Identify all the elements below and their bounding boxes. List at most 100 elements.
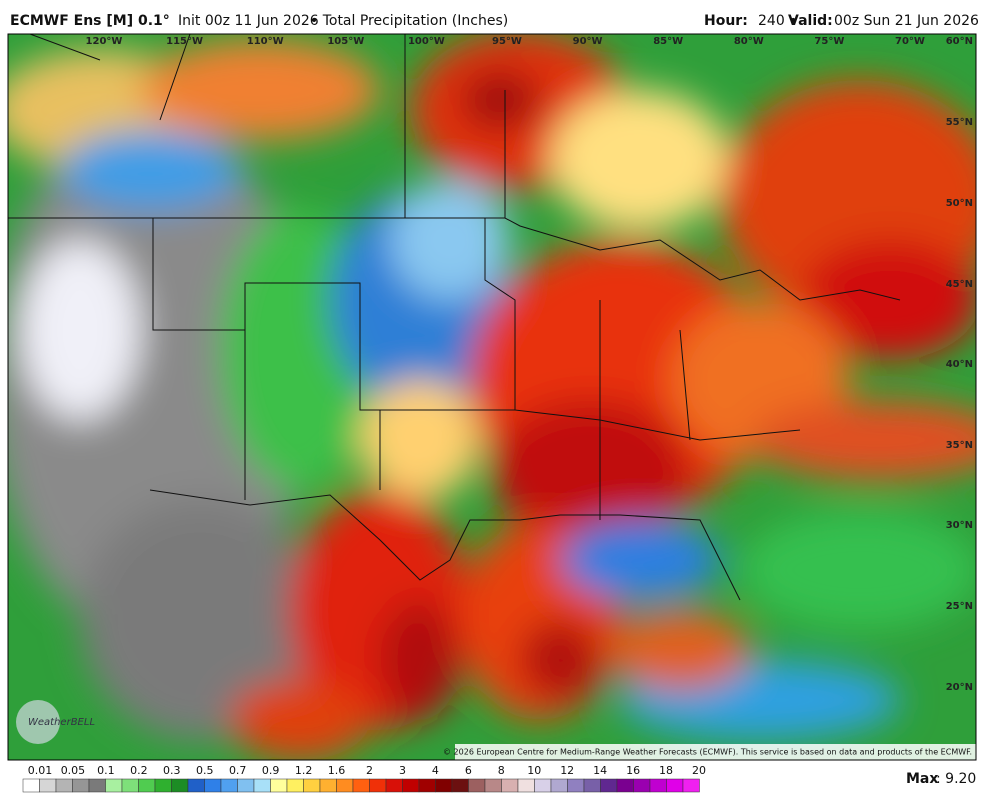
colorbar-cell xyxy=(336,778,354,793)
colorbar-label: 10 xyxy=(527,764,541,777)
colorbar-cell xyxy=(237,778,255,793)
latitude-label: 40°N xyxy=(946,359,973,370)
precip-area xyxy=(490,400,690,540)
colorbar-cell xyxy=(303,778,321,793)
latitude-label: 50°N xyxy=(946,198,973,209)
colorbar-cell xyxy=(501,778,519,793)
border-line xyxy=(149,489,741,601)
precip-area xyxy=(60,130,240,210)
colorbar-label: 4 xyxy=(432,764,439,777)
longitude-label: 100°W xyxy=(408,36,445,47)
logo-mark xyxy=(16,700,60,744)
colorbar-cell xyxy=(435,778,453,793)
precip-area xyxy=(560,520,720,600)
colorbar-cell xyxy=(451,778,469,793)
latitude-label: 30°N xyxy=(946,520,973,531)
colorbar: 0.01 0.05 0.1 0.2 0.3 0.5 0.7 0.9 1.2 1.6 2 3 4 6 8 10 1… xyxy=(22,764,706,793)
colorbar-cell xyxy=(418,778,436,793)
precip-field xyxy=(8,34,976,760)
colorbar-cell xyxy=(600,778,618,793)
colorbar-cell xyxy=(352,778,370,793)
colorbar-label: 0.9 xyxy=(262,764,280,777)
colorbar-label: 0.3 xyxy=(163,764,181,777)
precip-area xyxy=(20,240,140,420)
hour-label: Hour: xyxy=(704,13,748,29)
colorbar-label: 0.05 xyxy=(61,764,86,777)
colorbar-label: 12 xyxy=(560,764,574,777)
colorbar-label: 0.5 xyxy=(196,764,214,777)
max-value: : 9.20 xyxy=(936,771,976,787)
colorbar-cell xyxy=(567,778,585,793)
model-title: ECMWF Ens [M] 0.1° xyxy=(10,13,170,29)
colorbar-cell xyxy=(682,778,700,793)
map: © 2026 European Centre for Medium-Range … xyxy=(8,34,976,760)
colorbar-cell xyxy=(649,778,667,793)
latitude-label: 45°N xyxy=(946,279,973,290)
colorbar-cell xyxy=(319,778,337,793)
colorbar-cell xyxy=(253,778,271,793)
latitude-label: 25°N xyxy=(946,601,973,612)
colorbar-cell xyxy=(39,778,57,793)
colorbar-label: 2 xyxy=(366,764,373,777)
precip-area xyxy=(390,180,510,300)
precip-area xyxy=(550,90,730,230)
colorbar-cell xyxy=(468,778,486,793)
precip-area xyxy=(360,380,480,500)
colorbar-cell xyxy=(72,778,90,793)
colorbar-label: 0.01 xyxy=(28,764,53,777)
colorbar-cell xyxy=(385,778,403,793)
colorbar-cell xyxy=(204,778,222,793)
colorbar-cell xyxy=(583,778,601,793)
colorbar-cell xyxy=(666,778,684,793)
colorbar-cell xyxy=(270,778,288,793)
longitude-label: 80°W xyxy=(734,36,764,47)
colorbar-cell xyxy=(22,778,40,793)
map-frame xyxy=(7,33,977,761)
colorbar-label: 1.6 xyxy=(328,764,346,777)
province-line xyxy=(29,34,506,218)
colorbar-cell xyxy=(220,778,238,793)
latitude-label: 55°N xyxy=(946,117,973,128)
precip-area xyxy=(800,240,976,360)
longitude-label: 85°W xyxy=(653,36,683,47)
colorbar-cell xyxy=(402,778,420,793)
colorbar-cell xyxy=(88,778,106,793)
colorbar-label: 1.2 xyxy=(295,764,313,777)
colorbar-label: 0.7 xyxy=(229,764,247,777)
precip-area xyxy=(750,400,976,480)
longitude-label: 110°W xyxy=(247,36,284,47)
colorbar-cell xyxy=(187,778,205,793)
colorbar-cell xyxy=(550,778,568,793)
colorbar-label: 8 xyxy=(498,764,505,777)
longitude-label: 105°W xyxy=(327,36,364,47)
valid-label: Valid: xyxy=(788,13,833,29)
colorbar-label: 20 xyxy=(692,764,706,777)
colorbar-cell xyxy=(633,778,651,793)
colorbar-label: 3 xyxy=(399,764,406,777)
precip-area xyxy=(460,70,540,130)
colorbar-cell xyxy=(171,778,189,793)
latitude-label: 60°N xyxy=(946,36,973,47)
latitude-label: 20°N xyxy=(946,682,973,693)
precip-area xyxy=(740,510,976,630)
colorbar-cell xyxy=(138,778,156,793)
precip-area xyxy=(520,620,600,700)
precip-area xyxy=(140,40,380,140)
colorbar-cell xyxy=(484,778,502,793)
colorbar-cell xyxy=(55,778,73,793)
colorbar-cell xyxy=(369,778,387,793)
colorbar-cell xyxy=(286,778,304,793)
colorbar-cell xyxy=(154,778,172,793)
max-label: Max xyxy=(906,771,938,787)
product-title: • Total Precipitation (Inches) xyxy=(310,13,508,29)
precip-area xyxy=(380,600,460,720)
colorbar-cell xyxy=(105,778,123,793)
copyright: © 2026 European Centre for Medium-Range … xyxy=(443,748,972,757)
latitude-label: 35°N xyxy=(946,440,973,451)
colorbar-cell xyxy=(534,778,552,793)
copyright-box xyxy=(455,744,976,760)
colorbar-cell xyxy=(616,778,634,793)
longitude-label: 95°W xyxy=(492,36,522,47)
